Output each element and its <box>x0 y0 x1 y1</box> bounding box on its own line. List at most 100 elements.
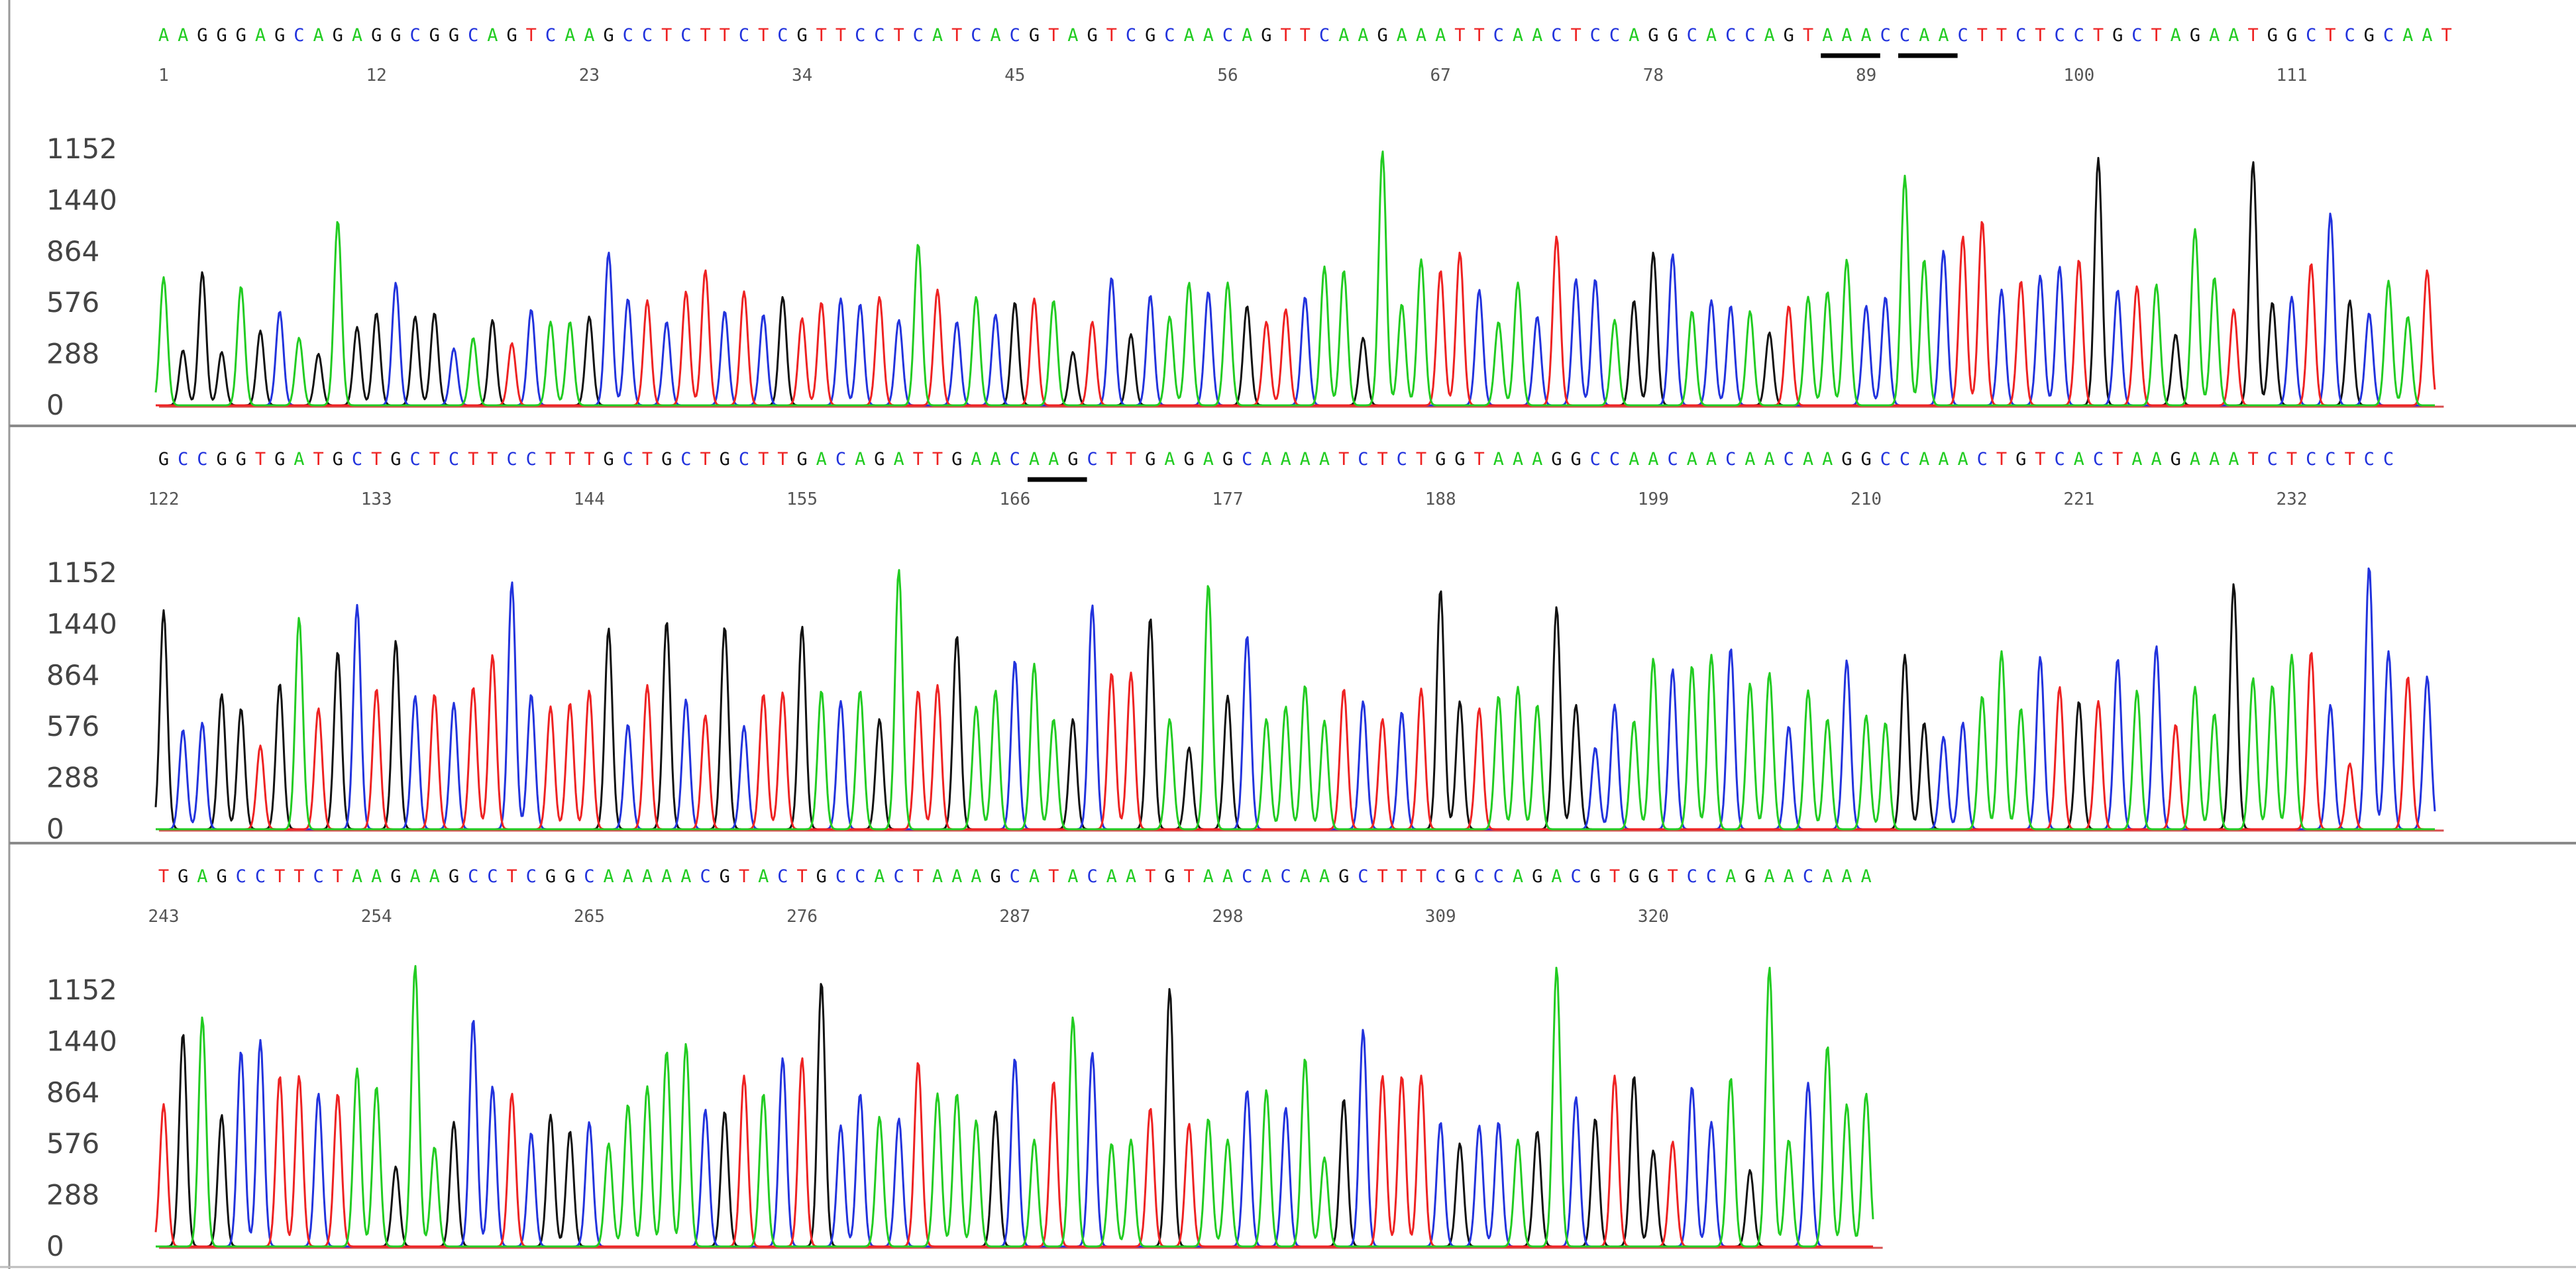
base-call-letter: C <box>1474 866 1484 887</box>
y-tick-label: 0 <box>46 1230 64 1262</box>
base-call-letter: G <box>990 866 1000 887</box>
base-call-letter: A <box>1280 449 1291 470</box>
base-call-letter: A <box>1784 866 1794 887</box>
base-call-letter: A <box>951 866 962 887</box>
base-call-letter: G <box>603 25 614 46</box>
base-call-letter: G <box>874 449 885 470</box>
base-call-letter: G <box>2286 25 2297 46</box>
base-call-letter: C <box>1687 25 1697 46</box>
base-call-letter: C <box>1590 25 1601 46</box>
base-call-letter: C <box>623 25 633 46</box>
base-call-letter: G <box>197 25 207 46</box>
position-label: 111 <box>2277 66 2308 85</box>
base-call-letter: T <box>1397 866 1407 887</box>
position-label: 45 <box>1004 66 1025 85</box>
base-call-letter: G <box>390 449 401 470</box>
position-label: 320 <box>1638 907 1669 927</box>
base-call-letter: C <box>545 25 556 46</box>
base-call-letter: A <box>816 449 827 470</box>
base-call-letter: G <box>545 866 556 887</box>
base-call-letter: G <box>1029 25 1040 46</box>
base-call-letter: A <box>1841 866 1852 887</box>
base-call-letter: C <box>506 449 517 470</box>
base-call-letter: A <box>603 866 614 887</box>
base-call-letter: A <box>1648 449 1658 470</box>
base-call-letter: T <box>487 449 498 470</box>
base-call-letter: T <box>526 25 537 46</box>
base-call-letter: C <box>1280 866 1291 887</box>
base-call-letter: G <box>333 449 343 470</box>
base-call-letter: C <box>1087 449 1097 470</box>
base-call-letter: G <box>236 449 246 470</box>
y-tick-label: 288 <box>46 762 99 794</box>
base-call-letter: T <box>1996 25 2007 46</box>
base-call-letter: A <box>661 866 672 887</box>
base-call-letter: T <box>2035 449 2045 470</box>
base-call-letter: C <box>1242 866 1252 887</box>
base-call-letter: T <box>2441 25 2451 46</box>
base-call-letter: G <box>720 866 730 887</box>
base-call-letter: T <box>1416 449 1426 470</box>
base-call-letter: A <box>990 449 1000 470</box>
y-tick-label: 576 <box>46 286 99 319</box>
position-label: 78 <box>1643 66 1664 85</box>
base-call-letter: C <box>855 25 865 46</box>
position-label: 188 <box>1425 489 1456 509</box>
position-label: 100 <box>2063 66 2094 85</box>
base-call-letter: T <box>758 449 769 470</box>
base-call-letter: C <box>739 449 749 470</box>
base-call-letter: G <box>1648 25 1658 46</box>
base-call-letter: C <box>2054 25 2065 46</box>
base-call-letter: C <box>1551 25 1562 46</box>
base-call-letter: A <box>1106 866 1117 887</box>
base-call-letter: G <box>816 866 827 887</box>
base-call-letter: T <box>796 866 807 887</box>
base-call-letter: C <box>642 25 653 46</box>
base-call-letter: T <box>1570 25 1581 46</box>
base-call-letter: A <box>1957 449 1968 470</box>
base-call-letter: T <box>1106 25 1117 46</box>
base-call-letter: A <box>990 25 1000 46</box>
base-call-letter: T <box>951 25 962 46</box>
base-call-letter: C <box>700 866 710 887</box>
base-call-letter: T <box>2344 449 2355 470</box>
base-call-letter: T <box>932 449 943 470</box>
base-call-letter: A <box>1919 25 1929 46</box>
base-call-letter: A <box>1841 25 1852 46</box>
position-label: 232 <box>2277 489 2308 509</box>
base-call-letter: C <box>1900 25 1910 46</box>
base-call-letter: A <box>1919 449 1929 470</box>
base-call-letter: C <box>1493 25 1504 46</box>
base-call-letter: A <box>1397 25 1407 46</box>
base-call-letter: G <box>1164 866 1175 887</box>
base-call-letter: T <box>2286 449 2297 470</box>
base-call-letter: A <box>1126 866 1136 887</box>
base-call-letter: G <box>1590 866 1601 887</box>
base-call-letter: G <box>1784 25 1794 46</box>
base-call-letter: G <box>1551 449 1562 470</box>
base-call-letter: T <box>1183 866 1194 887</box>
base-call-letter: A <box>2209 25 2220 46</box>
base-call-letter: C <box>526 866 537 887</box>
base-call-letter: G <box>720 449 730 470</box>
position-label: 210 <box>1851 489 1882 509</box>
y-tick-label: 576 <box>46 1127 99 1160</box>
base-call-letter: G <box>1183 449 1194 470</box>
base-call-letter: G <box>216 25 227 46</box>
y-tick-label: 288 <box>46 338 99 370</box>
base-call-letter: G <box>1667 25 1678 46</box>
base-call-letter: A <box>1203 25 1214 46</box>
base-call-letter: T <box>274 866 285 887</box>
base-call-letter: A <box>971 866 981 887</box>
base-call-letter: T <box>1048 866 1059 887</box>
base-call-letter: C <box>197 449 207 470</box>
base-call-letter: T <box>584 449 594 470</box>
base-call-letter: A <box>352 866 362 887</box>
base-call-letter: G <box>216 866 227 887</box>
base-call-letter: C <box>1725 449 1736 470</box>
base-call-letter: G <box>274 25 285 46</box>
base-call-letter: C <box>352 449 362 470</box>
base-call-letter: T <box>700 449 710 470</box>
